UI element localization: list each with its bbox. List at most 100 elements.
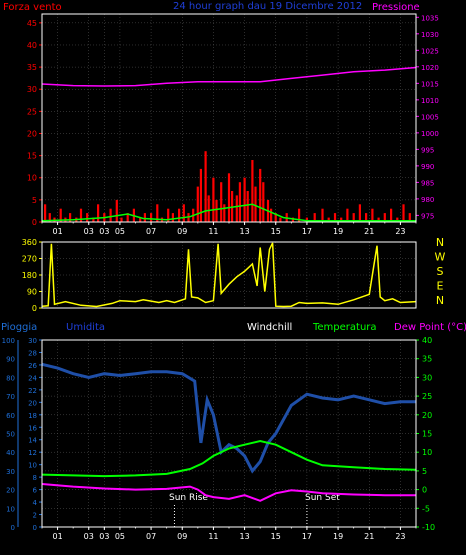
y-tick-label: 35 [422,355,432,364]
wind-bar [199,168,202,222]
direction-frame [41,241,417,309]
x-tick-label: 03 [99,227,109,236]
x-tick-label: 19 [333,227,343,236]
wind-bar [327,217,330,222]
wind-axis-label: Forza vento [3,2,62,13]
wind-bar [259,168,262,222]
y-tick-label: 1020 [421,64,439,72]
y-tick-label: 12 [28,449,37,457]
y-tick-label: 2 [33,512,37,520]
humidity-y-axis: 0 10 20 30 40 50 60 70 80 90 100 [2,337,19,532]
wind-bar [371,208,374,222]
y-tick-label: 28 [28,349,37,357]
legend-windchill: Windchill [247,322,292,333]
wind-bar [305,217,308,222]
wind-bar [254,186,257,222]
compass-label: N [436,236,444,249]
x-tick-label: 13 [239,227,249,236]
y-tick-label: 80 [6,374,15,382]
direction-grid [42,242,416,308]
wind-bar [92,217,95,222]
x-tick-label: 03 [84,227,94,236]
y-tick-label: 1010 [421,97,439,105]
legend-temperatura: Temperatura [312,322,377,333]
y-tick-label: 270 [22,255,37,264]
y-tick-label: 0 [32,304,37,313]
wind-bar [383,213,386,222]
x-tick-label: 01 [52,227,62,236]
x-tick-label: 09 [177,532,187,541]
y-tick-label: 1015 [421,80,439,88]
y-tick-label: 995 [421,146,434,154]
wind-bar [279,217,282,222]
y-tick-label: 20 [28,399,37,407]
y-tick-label: 5 [32,196,37,205]
x-tick-label: 07 [146,227,156,236]
wind-bar [321,208,324,222]
y-tick-label: 15 [27,152,37,161]
sunset-label: Sun Set [305,493,340,503]
x-tick-label: 15 [271,532,281,541]
dew-point-line [41,483,416,502]
wind-y-axis-left: 0 5 10 15 20 25 30 35 40 45 [27,19,42,227]
wind-bar [86,213,89,222]
wind-bar [69,213,72,222]
pressure-axis-label: Pressione [372,2,420,13]
legend-dew-point: Dew Point (°C) [394,322,466,333]
y-tick-label: 30 [28,337,37,345]
wind-bar [223,204,226,222]
y-tick-label: 14 [28,437,37,445]
y-tick-label: 1000 [421,130,439,138]
wind-bar [196,186,199,222]
compass-label: W [435,251,446,264]
y-tick-label: -10 [422,523,435,532]
x-tick-label: 03 [84,532,94,541]
y-tick-label: 1025 [421,47,439,55]
wind-bar [178,208,181,222]
wind-bar [365,213,368,222]
y-tick-label: 10 [6,505,15,513]
wind-bar [346,208,349,222]
y-tick-label: 24 [28,374,37,382]
wind-bar [204,151,207,222]
wind-bar [212,177,215,222]
y-tick-label: 20 [27,129,37,138]
wind-bar [358,204,361,222]
wind-bar [156,204,159,222]
x-tick-label: 05 [115,532,125,541]
x-tick-label: 03 [99,532,109,541]
x-tick-label: 07 [146,532,156,541]
wind-bar [44,204,47,222]
y-tick-label: 20 [422,411,432,420]
y-tick-label: 90 [6,356,15,364]
wind-bar [377,217,380,222]
temperature-frame [41,339,417,528]
y-tick-label: 100 [2,337,15,345]
wind-bar [340,217,343,222]
wind-bar [270,208,273,222]
chart-title: 24 hour graph dau 19 Dicembre 2012 [173,1,362,12]
y-tick-label: 35 [27,63,37,72]
y-tick-label: 70 [6,393,15,401]
wind-bar [139,217,142,222]
wind-bar [352,213,355,222]
y-tick-label: 15 [422,430,432,439]
x-tick-label: 11 [208,227,218,236]
y-tick-label: 10 [27,174,37,183]
wind-bar [97,204,100,222]
x-tick-label: 17 [302,532,312,541]
temperature-line [41,439,417,478]
wind-bar [120,217,123,222]
y-tick-label: 30 [422,373,432,382]
wind-bar [396,217,399,222]
y-tick-label: 45 [27,19,37,28]
wind-bar [246,191,249,222]
x-tick-label: 19 [333,532,343,541]
wind-bar [171,213,174,222]
pressure-line [41,66,417,87]
wind-bar [274,213,277,222]
y-tick-label: 0 [32,218,37,227]
compass-label: S [437,265,444,278]
